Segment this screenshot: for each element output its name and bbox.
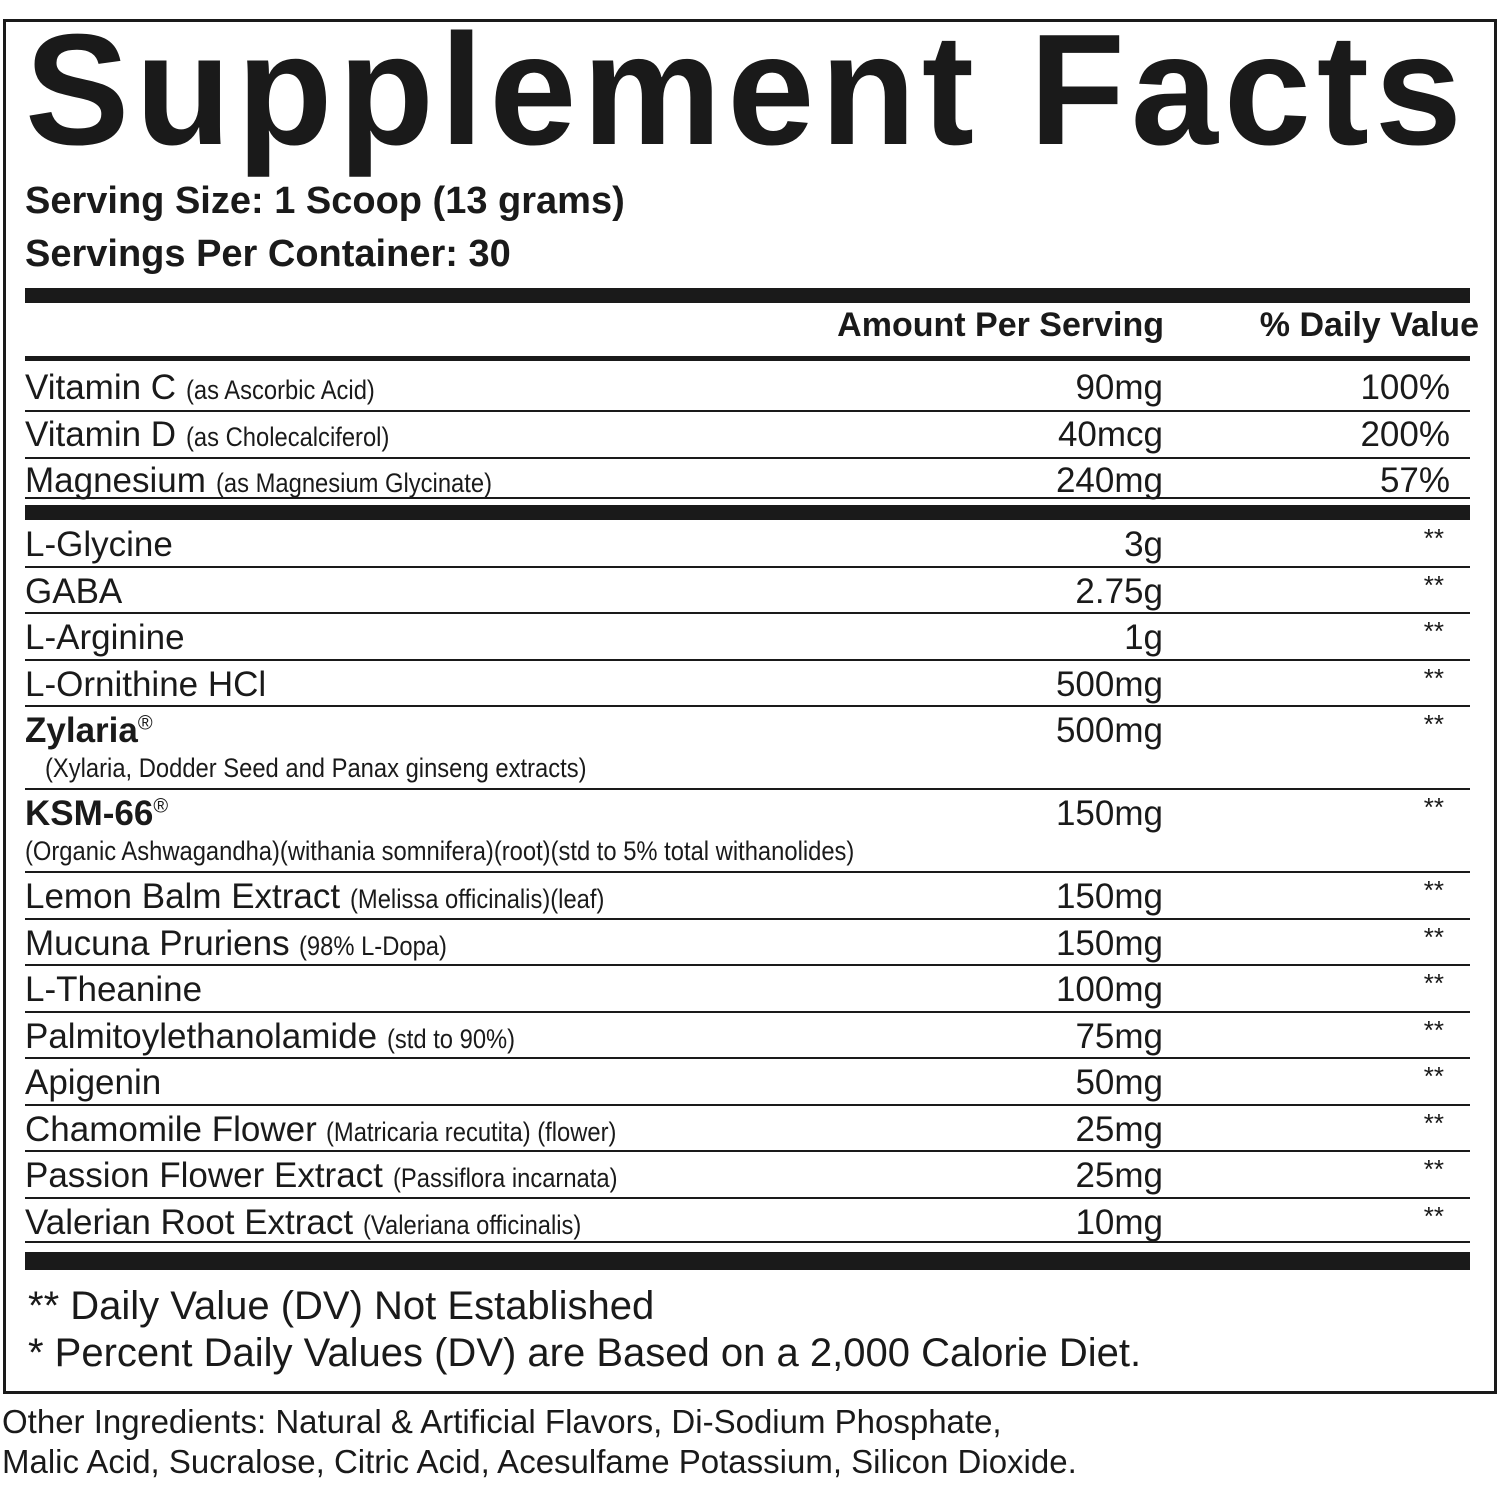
ingredient-name: Valerian Root Extract (Valeriana officin… [25,1202,582,1242]
serving-size: Serving Size: 1 Scoop (13 grams) [25,180,625,222]
ingredient-name: L-Arginine [25,618,185,657]
ingredient-name: Zylaria® [25,711,153,750]
supplement-facts-panel [3,19,1497,1394]
ingredient-name: L-Glycine [25,525,173,564]
daily-value: 57% [1379,461,1450,500]
table-row: L-Glycine 3g ** [25,521,1470,568]
daily-value: ** [1423,1200,1444,1231]
ingredient-name: Apigenin [25,1063,162,1102]
table-row: Lemon Balm Extract (Melissa officinalis)… [25,873,1470,920]
table-row: Mucuna Pruriens (98% L-Dopa) 150mg ** [25,920,1470,966]
ingredient-detail: (Organic Ashwagandha)(withania somnifera… [25,836,855,866]
amount-per-serving: 240mg [1055,461,1163,500]
ingredient-detail: (Xylaria, Dodder Seed and Panax ginseng … [45,753,587,783]
daily-value: ** [1423,968,1444,998]
thick-divider [25,505,1470,520]
daily-value: 100% [1360,368,1450,407]
daily-value: ** [1423,662,1444,693]
daily-value: ** [1423,616,1444,646]
amount-per-serving: 25mg [1075,1156,1163,1195]
daily-value: ** [1423,1014,1444,1045]
ingredient-name: Chamomile Flower (Matricaria recutita) (… [25,1109,617,1149]
amount-per-serving: 50mg [1075,1063,1163,1102]
ingredient-detail: (Valeriana officinalis) [362,1209,582,1240]
table-row: Magnesium (as Magnesium Glycinate) 240mg 5… [25,457,1470,500]
ingredient-name: Vitamin C (as Ascorbic Acid) [25,368,375,407]
amount-per-serving: 1g [1124,618,1163,657]
amount-per-serving: 500mg [1055,664,1163,704]
amount-per-serving: 150mg [1055,877,1163,916]
amount-per-serving: 90mg [1075,368,1163,407]
thick-divider [25,1252,1470,1270]
amount-per-serving: 100mg [1055,970,1163,1009]
table-row: L-Ornithine HCl 500mg ** [25,661,1470,707]
table-row: L-Theanine 100mg ** [25,966,1470,1013]
daily-value: ** [1423,875,1444,905]
ingredient-name: Palmitoylethanolamide (std to 90%) [25,1016,515,1056]
thick-divider [25,288,1470,303]
ingredient-detail: (Matricaria recutita) (flower) [326,1116,617,1147]
medium-divider [25,356,1470,361]
daily-value-header: % Daily Value [1259,306,1479,344]
daily-value: ** [1423,1107,1444,1138]
other-ingredients-line: Other Ingredients: Natural & Artificial … [2,1403,1002,1440]
daily-value: ** [1423,792,1444,822]
amount-per-serving: 10mg [1075,1202,1163,1242]
amount-per-serving: 3g [1124,525,1163,564]
ingredient-detail: (as Cholecalciferol) [185,421,390,452]
servings-per-container: Servings Per Container: 30 [25,233,511,275]
ingredient-name: L-Ornithine HCl [25,664,267,704]
daily-value: ** [1423,1061,1444,1091]
table-row: Vitamin D (as Cholecalciferol) 40mcg 200% [25,411,1470,459]
ingredient-name: Passion Flower Extract (Passiflora incar… [25,1156,618,1195]
panel-title: Supplement Facts [25,2,1468,178]
table-row: Valerian Root Extract (Valeriana officin… [25,1199,1470,1243]
table-row: Zylaria® (Xylaria, Dodder Seed and Panax … [25,707,1470,790]
amount-per-serving: 40mcg [1057,414,1163,454]
table-row: Vitamin C (as Ascorbic Acid) 90mg 100% [25,364,1470,412]
ingredient-detail: (std to 90%) [386,1023,515,1054]
table-row: Apigenin 50mg ** [25,1059,1470,1106]
ingredient-name: KSM-66® [25,794,169,833]
footnote-percent-dv: * Percent Daily Values (DV) are Based on… [28,1331,1142,1375]
daily-value: ** [1423,1154,1444,1184]
table-row: GABA 2.75g ** [25,568,1470,614]
other-ingredients-line: Malic Acid, Sucralose, Citric Acid, Aces… [2,1443,1077,1480]
table-row: Passion Flower Extract (Passiflora incar… [25,1152,1470,1199]
footnote-dv-not-established: ** Daily Value (DV) Not Established [28,1284,655,1328]
amount-per-serving: 25mg [1075,1109,1163,1149]
daily-value: ** [1423,569,1444,600]
ingredient-detail: (as Ascorbic Acid) [185,375,375,405]
ingredient-name: L-Theanine [25,970,203,1009]
amount-per-serving: 150mg [1055,923,1163,963]
daily-value: ** [1423,709,1444,739]
ingredient-name: Lemon Balm Extract (Melissa officinalis)… [25,877,605,916]
table-row: KSM-66® (Organic Ashwagandha)(withania so… [25,790,1470,873]
amount-header: Amount Per Serving [837,306,1164,344]
ingredient-name: GABA [25,571,123,611]
ingredient-detail: (Passiflora incarnata) [392,1163,618,1193]
amount-per-serving: 75mg [1075,1016,1163,1056]
ingredient-detail: (98% L-Dopa) [299,930,448,961]
ingredient-name: Mucuna Pruriens (98% L-Dopa) [25,923,448,963]
ingredient-detail: (Melissa officinalis)(leaf) [349,884,605,914]
daily-value: ** [1423,921,1444,952]
ingredient-detail: (as Magnesium Glycinate) [215,468,492,498]
daily-value: 200% [1360,414,1450,454]
daily-value: ** [1423,523,1444,553]
amount-per-serving: 150mg [1055,794,1163,833]
ingredient-name: Vitamin D (as Cholecalciferol) [25,414,390,454]
table-row: Chamomile Flower (Matricaria recutita) (… [25,1106,1470,1152]
ingredient-name: Magnesium (as Magnesium Glycinate) [25,461,492,500]
amount-per-serving: 2.75g [1075,571,1163,611]
table-row: L-Arginine 1g ** [25,614,1470,661]
table-row: Palmitoylethanolamide (std to 90%) 75mg ** [25,1013,1470,1059]
amount-per-serving: 500mg [1055,711,1163,750]
